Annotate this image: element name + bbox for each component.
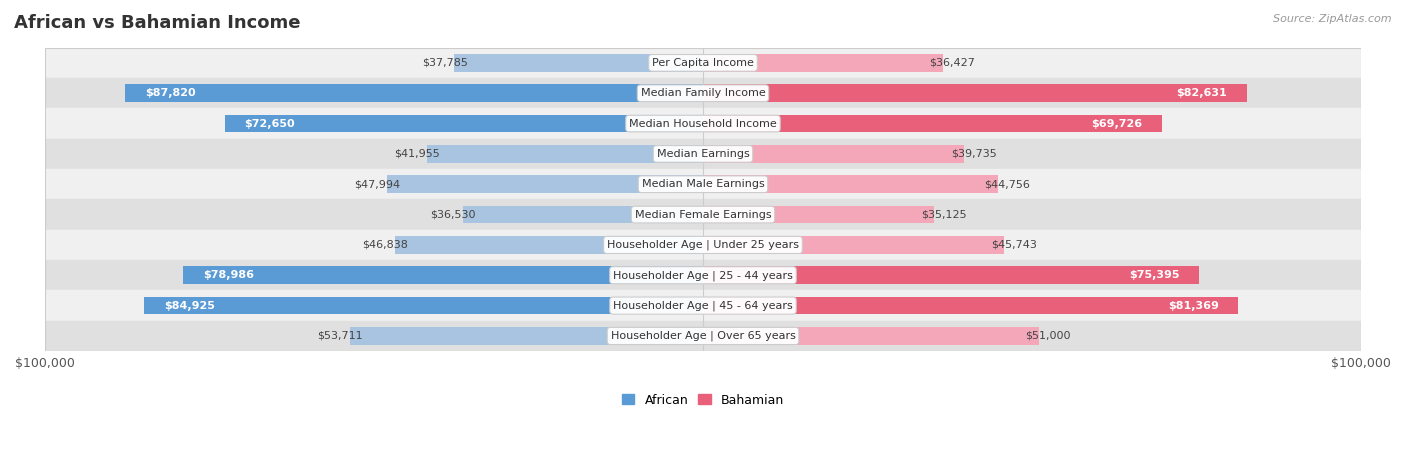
Text: Householder Age | Under 25 years: Householder Age | Under 25 years [607, 240, 799, 250]
Text: $41,955: $41,955 [394, 149, 440, 159]
Text: Median Male Earnings: Median Male Earnings [641, 179, 765, 189]
Text: $35,125: $35,125 [921, 210, 966, 219]
Text: $72,650: $72,650 [245, 119, 295, 128]
Bar [45, 108, 1361, 139]
Text: Householder Age | 25 - 44 years: Householder Age | 25 - 44 years [613, 270, 793, 281]
Text: $53,711: $53,711 [318, 331, 363, 341]
Text: $39,735: $39,735 [952, 149, 997, 159]
Bar [703, 236, 1004, 254]
Bar [45, 78, 1361, 108]
Bar [45, 290, 1361, 321]
Bar [703, 327, 1039, 345]
Text: Median Earnings: Median Earnings [657, 149, 749, 159]
Text: Householder Age | Over 65 years: Householder Age | Over 65 years [610, 331, 796, 341]
Bar [703, 297, 1239, 314]
Bar [45, 169, 1361, 199]
Bar [703, 206, 934, 223]
Bar [463, 206, 703, 223]
Text: $45,743: $45,743 [991, 240, 1036, 250]
Bar [183, 267, 703, 284]
Bar [387, 176, 703, 193]
Text: Householder Age | 45 - 64 years: Householder Age | 45 - 64 years [613, 300, 793, 311]
Text: $84,925: $84,925 [165, 301, 215, 311]
Bar [125, 85, 703, 102]
Bar [703, 85, 1247, 102]
Text: $36,427: $36,427 [929, 58, 976, 68]
Bar [225, 115, 703, 132]
Text: Median Household Income: Median Household Income [628, 119, 778, 128]
Text: Median Family Income: Median Family Income [641, 88, 765, 98]
Text: $44,756: $44,756 [984, 179, 1031, 189]
Bar [145, 297, 703, 314]
Text: $36,530: $36,530 [430, 210, 475, 219]
Legend: African, Bahamian: African, Bahamian [617, 389, 789, 411]
Text: $82,631: $82,631 [1177, 88, 1227, 98]
Bar [45, 321, 1361, 351]
Bar [45, 199, 1361, 230]
Bar [427, 145, 703, 163]
Text: $81,369: $81,369 [1168, 301, 1219, 311]
Text: Median Female Earnings: Median Female Earnings [634, 210, 772, 219]
Bar [45, 48, 1361, 78]
Bar [703, 54, 942, 71]
Text: $51,000: $51,000 [1025, 331, 1071, 341]
Bar [45, 260, 1361, 290]
Bar [350, 327, 703, 345]
Text: $87,820: $87,820 [145, 88, 195, 98]
Bar [703, 115, 1161, 132]
Text: $78,986: $78,986 [202, 270, 254, 280]
Bar [703, 145, 965, 163]
Bar [703, 176, 997, 193]
Bar [454, 54, 703, 71]
Bar [703, 267, 1199, 284]
Text: $46,838: $46,838 [363, 240, 408, 250]
Text: $69,726: $69,726 [1091, 119, 1142, 128]
Text: Per Capita Income: Per Capita Income [652, 58, 754, 68]
Text: African vs Bahamian Income: African vs Bahamian Income [14, 14, 301, 32]
Text: $75,395: $75,395 [1129, 270, 1180, 280]
Text: $47,994: $47,994 [354, 179, 401, 189]
Text: Source: ZipAtlas.com: Source: ZipAtlas.com [1274, 14, 1392, 24]
Bar [395, 236, 703, 254]
Bar [45, 139, 1361, 169]
Bar [45, 230, 1361, 260]
Text: $37,785: $37,785 [422, 58, 468, 68]
